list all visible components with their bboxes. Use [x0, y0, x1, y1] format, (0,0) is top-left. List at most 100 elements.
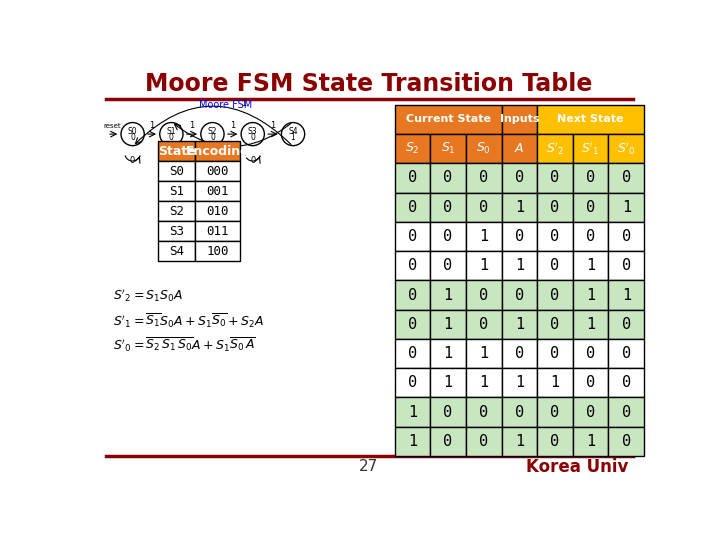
Text: 0: 0	[586, 200, 595, 215]
Text: 0: 0	[622, 171, 631, 186]
FancyBboxPatch shape	[431, 339, 466, 368]
Text: 1: 1	[515, 434, 524, 449]
Text: 1: 1	[479, 375, 488, 390]
Text: 0: 0	[408, 317, 417, 332]
FancyBboxPatch shape	[195, 181, 240, 201]
FancyBboxPatch shape	[431, 280, 466, 309]
FancyBboxPatch shape	[395, 280, 431, 309]
Text: 1: 1	[550, 375, 559, 390]
Text: 27: 27	[359, 459, 379, 474]
FancyBboxPatch shape	[537, 105, 644, 134]
FancyBboxPatch shape	[537, 280, 573, 309]
Text: $S_0$: $S_0$	[476, 141, 491, 156]
FancyBboxPatch shape	[537, 309, 573, 339]
Text: 1: 1	[515, 375, 524, 390]
Text: 1: 1	[479, 346, 488, 361]
FancyBboxPatch shape	[466, 222, 502, 251]
FancyBboxPatch shape	[158, 201, 195, 221]
FancyBboxPatch shape	[608, 309, 644, 339]
FancyBboxPatch shape	[395, 368, 431, 397]
FancyBboxPatch shape	[395, 427, 431, 456]
FancyBboxPatch shape	[608, 280, 644, 309]
Text: 100: 100	[207, 245, 229, 258]
Text: 1: 1	[444, 375, 453, 390]
FancyBboxPatch shape	[466, 427, 502, 456]
FancyBboxPatch shape	[573, 368, 608, 397]
FancyBboxPatch shape	[573, 222, 608, 251]
Text: 0: 0	[586, 375, 595, 390]
FancyBboxPatch shape	[466, 193, 502, 222]
Text: 0: 0	[479, 200, 488, 215]
Text: 0: 0	[444, 434, 453, 449]
FancyBboxPatch shape	[537, 339, 573, 368]
FancyBboxPatch shape	[608, 134, 644, 164]
Text: S4: S4	[288, 127, 298, 136]
FancyBboxPatch shape	[537, 251, 573, 280]
Text: 0: 0	[210, 168, 215, 177]
Text: $S_1$: $S_1$	[441, 141, 455, 156]
Text: 1: 1	[444, 287, 453, 302]
FancyBboxPatch shape	[395, 251, 431, 280]
Text: 0: 0	[550, 200, 559, 215]
FancyBboxPatch shape	[158, 181, 195, 201]
FancyBboxPatch shape	[158, 241, 195, 261]
Text: State: State	[158, 145, 196, 158]
FancyBboxPatch shape	[608, 222, 644, 251]
Text: $A$: $A$	[514, 142, 525, 155]
Text: 1: 1	[270, 122, 276, 130]
FancyBboxPatch shape	[573, 134, 608, 164]
Text: 1: 1	[586, 287, 595, 302]
Text: S2: S2	[169, 205, 184, 218]
Text: 0: 0	[444, 200, 453, 215]
Text: 1: 1	[622, 200, 631, 215]
Text: 1: 1	[408, 404, 417, 420]
FancyBboxPatch shape	[502, 427, 537, 456]
FancyBboxPatch shape	[395, 309, 431, 339]
Text: 0: 0	[550, 229, 559, 244]
Text: S2: S2	[207, 127, 217, 136]
FancyBboxPatch shape	[195, 161, 240, 181]
Text: $S'_2 = S_1 S_0 A$: $S'_2 = S_1 S_0 A$	[113, 287, 184, 304]
Text: 0: 0	[210, 157, 215, 165]
FancyBboxPatch shape	[573, 193, 608, 222]
Text: 1: 1	[230, 122, 235, 130]
Text: 0: 0	[250, 157, 256, 165]
FancyBboxPatch shape	[431, 134, 466, 164]
Text: 0: 0	[622, 434, 631, 449]
FancyBboxPatch shape	[573, 339, 608, 368]
Text: 1: 1	[479, 258, 488, 273]
FancyBboxPatch shape	[466, 134, 502, 164]
Text: 0: 0	[622, 375, 631, 390]
Text: 0: 0	[408, 229, 417, 244]
FancyBboxPatch shape	[431, 164, 466, 193]
Text: 0: 0	[130, 157, 135, 165]
Text: 0: 0	[586, 346, 595, 361]
Text: 0: 0	[550, 287, 559, 302]
FancyBboxPatch shape	[431, 427, 466, 456]
Text: 0: 0	[515, 171, 524, 186]
Text: 1: 1	[189, 122, 194, 130]
Text: 0: 0	[550, 258, 559, 273]
Text: $S_2$: $S_2$	[405, 141, 420, 156]
FancyBboxPatch shape	[537, 397, 573, 427]
Text: 0: 0	[550, 346, 559, 361]
Text: 1: 1	[444, 346, 453, 361]
FancyBboxPatch shape	[431, 222, 466, 251]
Text: 0: 0	[251, 133, 255, 143]
Text: 0: 0	[408, 287, 417, 302]
Text: Inputs: Inputs	[500, 114, 539, 125]
Text: S3: S3	[248, 127, 258, 136]
FancyBboxPatch shape	[395, 193, 431, 222]
Text: 000: 000	[207, 165, 229, 178]
Text: 1: 1	[515, 317, 524, 332]
Text: 1: 1	[586, 434, 595, 449]
Text: S0: S0	[169, 165, 184, 178]
Text: 0: 0	[515, 346, 524, 361]
FancyBboxPatch shape	[502, 105, 537, 134]
FancyBboxPatch shape	[466, 397, 502, 427]
FancyBboxPatch shape	[395, 339, 431, 368]
Text: 0: 0	[550, 317, 559, 332]
Text: 0: 0	[479, 171, 488, 186]
Text: 0: 0	[515, 229, 524, 244]
Text: 011: 011	[207, 225, 229, 238]
